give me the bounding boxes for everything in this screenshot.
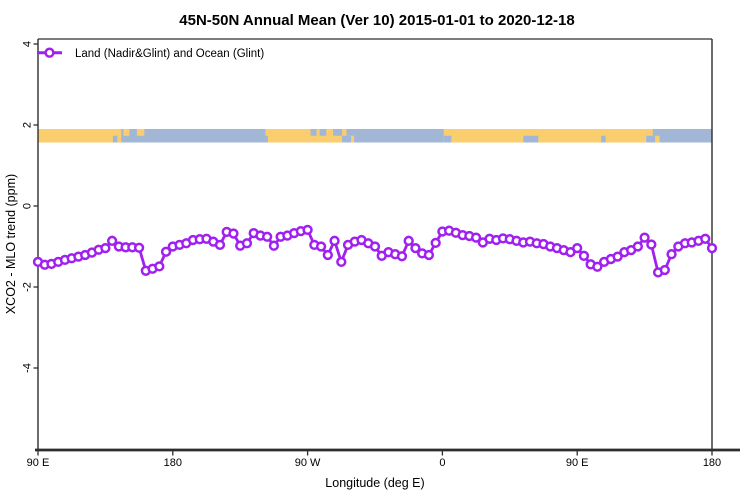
land-ocean-map-strip bbox=[38, 129, 712, 143]
map-strip-ocean-patch bbox=[601, 135, 606, 143]
map-strip-land-patch bbox=[646, 129, 653, 136]
map-strip-ocean-patch bbox=[342, 135, 352, 143]
legend-marker-sample bbox=[44, 47, 55, 58]
data-point-marker bbox=[612, 251, 623, 262]
y-axis-title: XCO2 - MLO trend (ppm) bbox=[4, 174, 18, 314]
map-strip-ocean-segment bbox=[121, 129, 266, 143]
data-point-marker bbox=[262, 231, 273, 242]
data-point-marker bbox=[336, 256, 347, 268]
data-point-marker bbox=[133, 242, 145, 253]
map-strip-ocean-patch bbox=[346, 129, 355, 136]
map-strip-ocean-patch bbox=[112, 135, 118, 143]
data-point-marker bbox=[329, 235, 340, 246]
x-tick-label: 180 bbox=[164, 457, 182, 469]
data-point-marker bbox=[302, 224, 313, 236]
map-strip-land-patch bbox=[136, 129, 145, 136]
map-strip-ocean-patch bbox=[319, 129, 327, 136]
legend-label: Land (Nadir&Glint) and Ocean (Glint) bbox=[75, 48, 264, 60]
data-point-marker bbox=[369, 241, 381, 252]
x-tick-label: 90 W bbox=[295, 457, 321, 469]
data-point-marker bbox=[578, 250, 590, 261]
data-point-marker bbox=[659, 264, 670, 276]
map-strip-ocean-segment bbox=[646, 129, 712, 143]
data-point-marker bbox=[214, 239, 226, 251]
x-tick-label: 90 E bbox=[27, 457, 50, 469]
map-strip-land-segment bbox=[443, 129, 647, 143]
map-strip-ocean-patch bbox=[333, 129, 343, 136]
map-strip-land-patch bbox=[655, 135, 660, 143]
map-strip-ocean-patch bbox=[264, 135, 268, 143]
data-point-marker bbox=[241, 238, 253, 249]
map-strip-ocean-patch bbox=[310, 129, 317, 136]
data-point-marker bbox=[430, 237, 441, 249]
data-point-marker bbox=[396, 251, 408, 262]
data-point-marker bbox=[410, 242, 421, 254]
data-point-marker bbox=[700, 233, 711, 244]
y-tick-label: -4 bbox=[22, 363, 34, 373]
data-point-marker bbox=[106, 235, 118, 246]
map-strip-land-segment bbox=[265, 129, 355, 143]
data-point-marker bbox=[100, 242, 111, 254]
data-point-marker bbox=[228, 228, 239, 239]
data-point-marker bbox=[592, 261, 603, 272]
data-point-marker bbox=[423, 249, 435, 261]
data-point-marker bbox=[666, 249, 677, 260]
data-point-marker bbox=[639, 232, 650, 243]
y-tick-label: 0 bbox=[22, 203, 34, 209]
map-strip-ocean-patch bbox=[443, 135, 452, 143]
data-point-marker bbox=[632, 241, 644, 252]
data-point-marker bbox=[572, 242, 583, 254]
data-series bbox=[32, 224, 718, 278]
chart-title: 45N-50N Annual Mean (Ver 10) 2015-01-01 … bbox=[179, 12, 574, 29]
data-point-marker bbox=[706, 242, 718, 254]
data-point-marker bbox=[268, 240, 280, 251]
axis-ticks: 90 E 180 90 W 0 90 E 180 4 2 0 -2 -4 bbox=[22, 41, 722, 469]
data-point-marker bbox=[160, 246, 172, 257]
data-point-marker bbox=[154, 261, 165, 272]
map-strip-ocean-segment bbox=[354, 129, 444, 143]
x-tick-label: 0 bbox=[439, 457, 445, 469]
y-tick-label: -2 bbox=[22, 282, 34, 292]
data-point-marker bbox=[322, 249, 333, 261]
legend: Land (Nadir&Glint) and Ocean (Glint) bbox=[37, 47, 264, 60]
data-point-marker bbox=[315, 241, 327, 252]
map-strip-land-segment bbox=[38, 129, 122, 143]
plot-frame bbox=[35, 38, 740, 452]
y-tick-label: 2 bbox=[22, 122, 34, 128]
map-strip-land-patch bbox=[123, 129, 130, 136]
data-point-marker bbox=[646, 239, 657, 250]
x-axis-title: Longitude (deg E) bbox=[325, 476, 424, 490]
data-point-marker bbox=[470, 232, 482, 243]
map-strip-ocean-patch bbox=[523, 135, 539, 143]
data-point-marker bbox=[403, 235, 414, 246]
y-tick-label: 4 bbox=[22, 41, 34, 47]
x-tick-label: 90 E bbox=[566, 457, 589, 469]
x-tick-label: 180 bbox=[703, 457, 721, 469]
